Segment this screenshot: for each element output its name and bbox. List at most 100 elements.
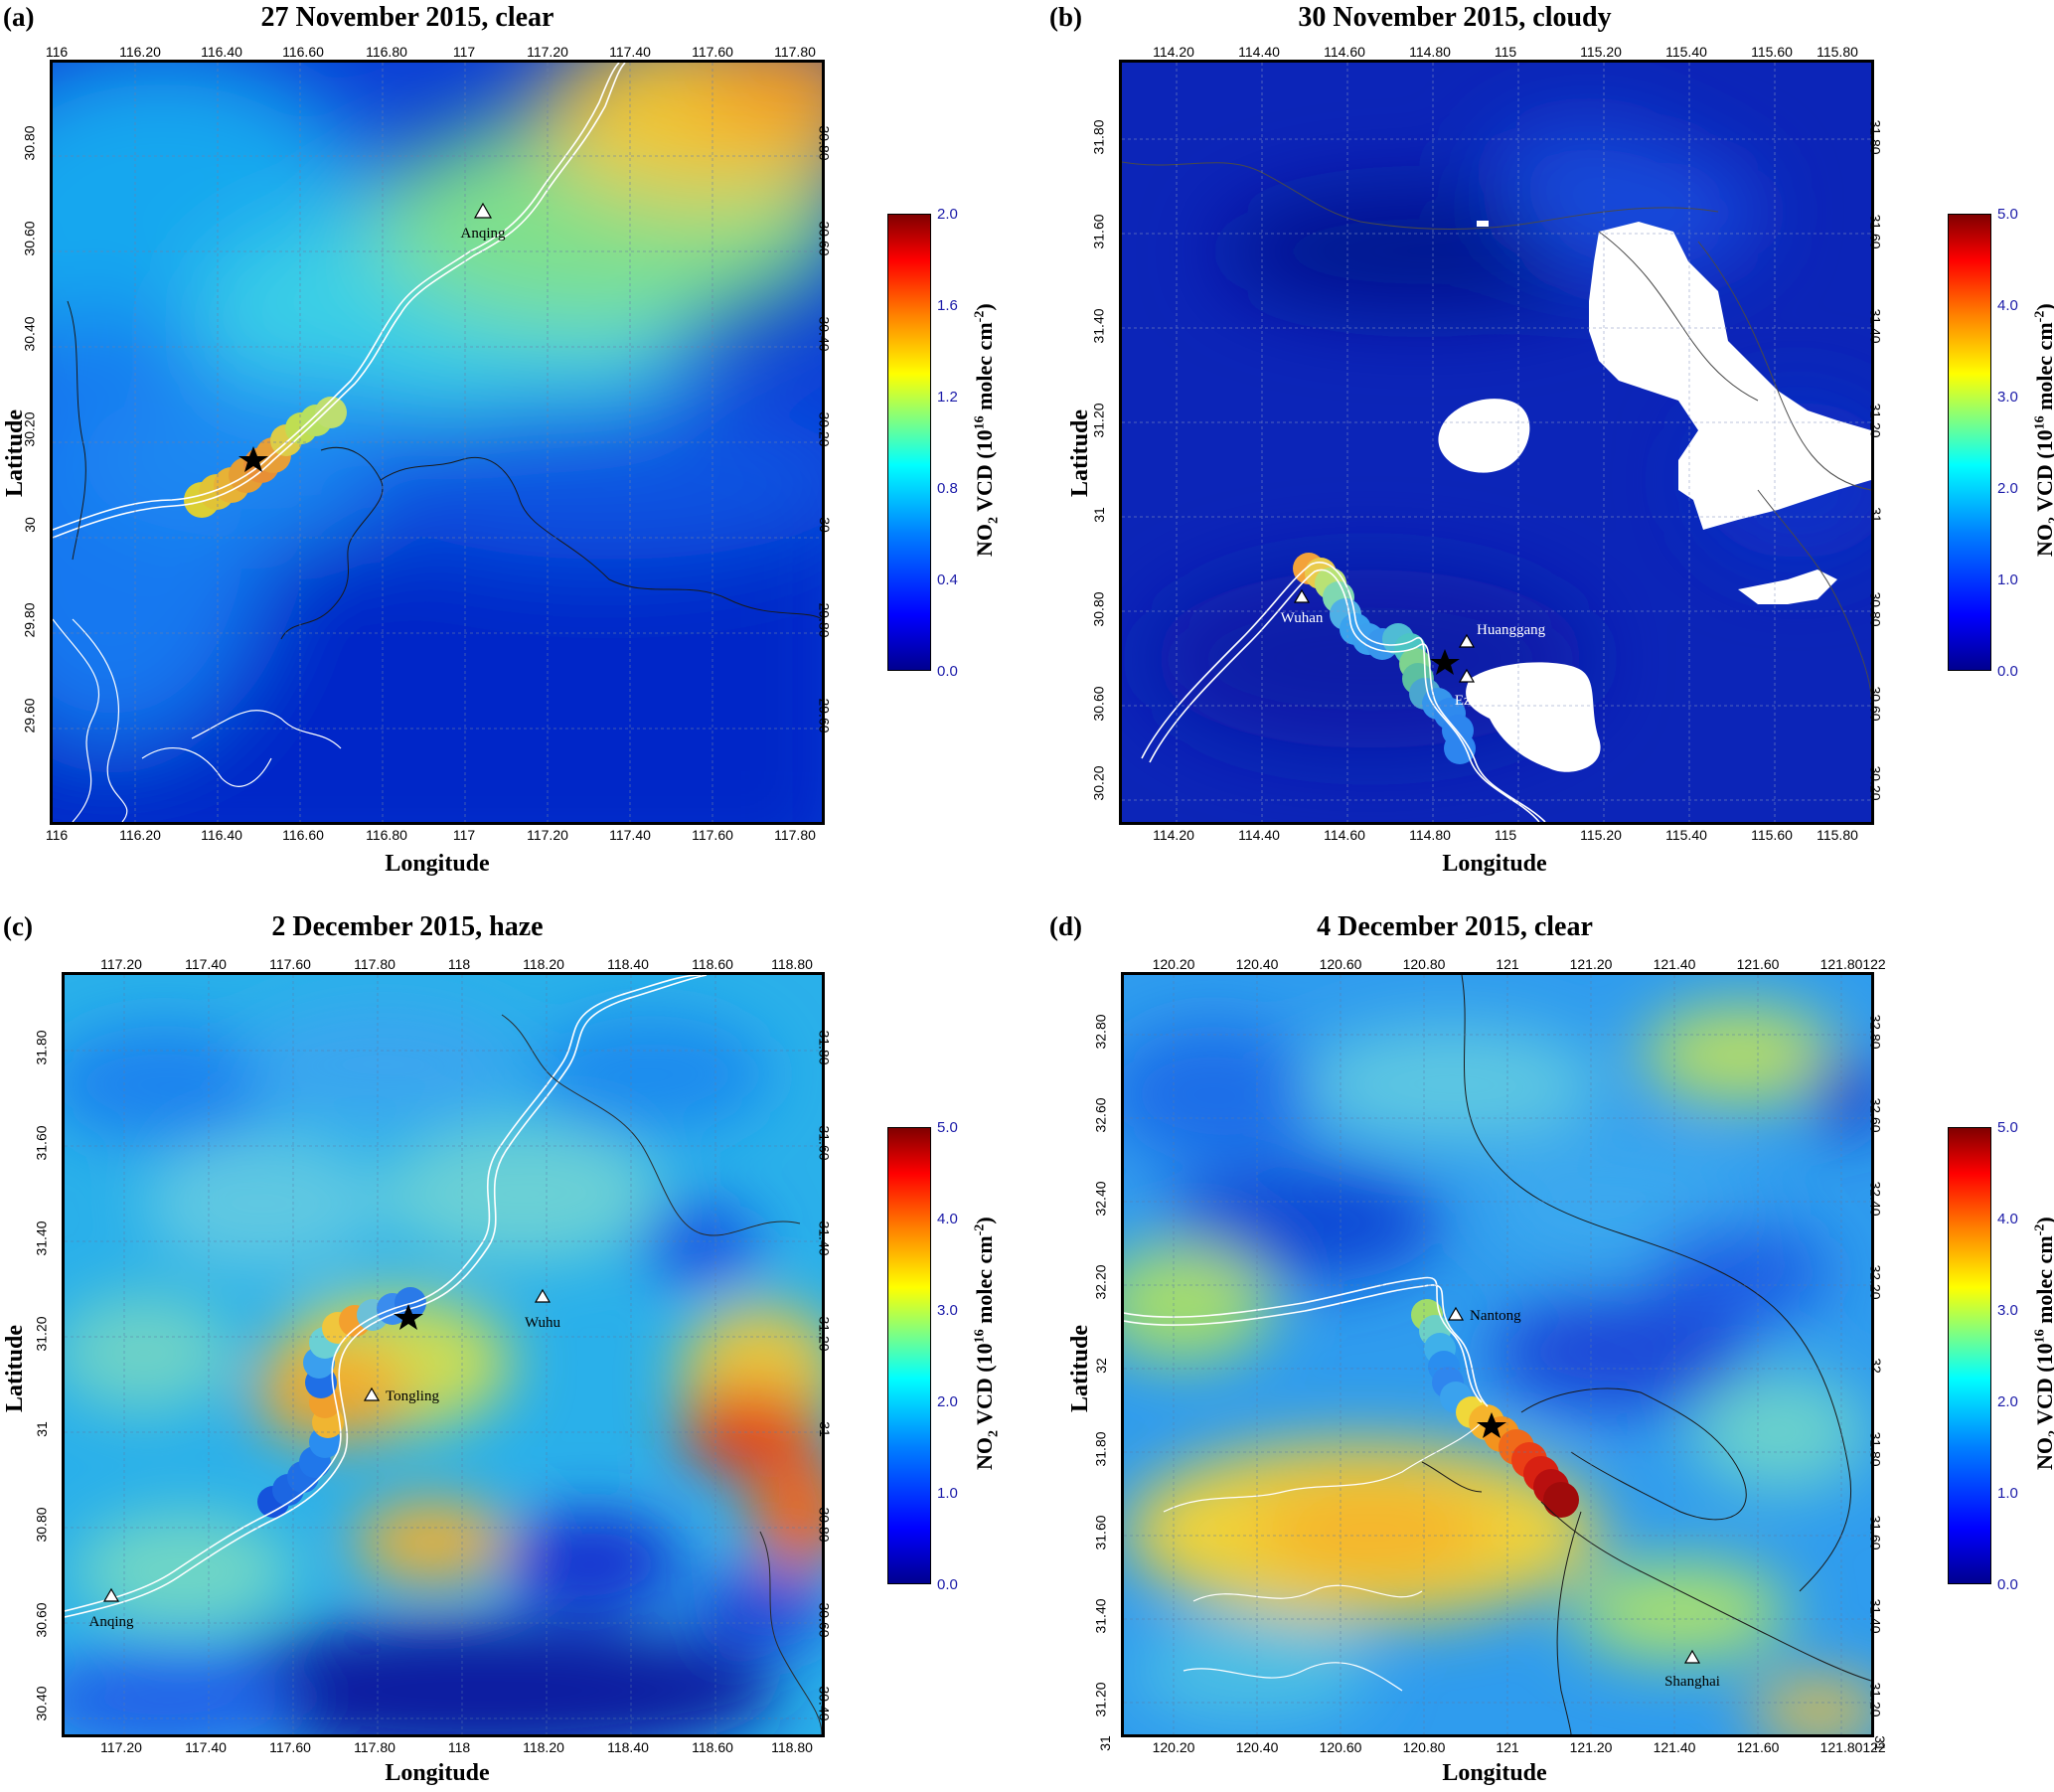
x-tick: 121 — [1496, 956, 1519, 972]
x-tick: 114.40 — [1238, 827, 1280, 843]
y-tick: 31 — [1096, 1735, 1113, 1751]
y-tick: 30.40 — [816, 1686, 833, 1721]
x-tick: 116.40 — [201, 827, 242, 843]
x-tick: 115.80 — [1817, 44, 1858, 60]
colorbar-tick: 2.0 — [937, 206, 958, 223]
city-marker-anqing: Anqing — [89, 1587, 134, 1630]
y-axis-label: Latitude — [1067, 1324, 1093, 1412]
y-tick: 31.20 — [816, 1316, 833, 1352]
x-tick: 117.60 — [692, 44, 733, 60]
x-tick: 117.40 — [185, 956, 227, 972]
colorbar-tick: 5.0 — [1997, 1119, 2018, 1136]
y-tick: 31.80 — [1090, 119, 1107, 155]
y-tick: 31.80 — [1092, 1431, 1109, 1467]
river — [53, 63, 626, 822]
colorbar-tick: 4.0 — [1997, 297, 2018, 314]
x-tick: 117.60 — [269, 956, 311, 972]
y-tick: 30 — [21, 517, 38, 533]
y-tick: 31.60 — [1090, 214, 1107, 249]
x-tick: 120.60 — [1319, 956, 1362, 972]
x-tick: 114.20 — [1153, 827, 1194, 843]
y-tick: 31.40 — [816, 1221, 833, 1256]
x-tick: 120.40 — [1235, 956, 1279, 972]
x-tick: 117.80 — [774, 827, 816, 843]
x-tick: 118.60 — [692, 956, 733, 972]
colorbar-tick: 5.0 — [1997, 206, 2018, 223]
x-tick: 122 — [1862, 956, 1886, 972]
colorbar-tick: 4.0 — [937, 1211, 958, 1227]
panel-title: 27 November 2015, clear — [260, 2, 554, 33]
river — [1141, 562, 1546, 822]
x-tick: 114.60 — [1324, 44, 1365, 60]
city-marker-anqing: Anqing — [461, 202, 506, 242]
y-tick: 31.20 — [33, 1316, 50, 1352]
colorbar-tick: 4.0 — [1997, 1211, 2018, 1227]
city-triangle-icon — [1458, 668, 1476, 683]
colorbar — [1948, 214, 1991, 671]
no2-field — [65, 1005, 822, 1734]
x-tick: 117.20 — [100, 1739, 142, 1755]
panel-b: (b) 30 November 2015, cloudy — [1027, 0, 2054, 896]
border — [1421, 975, 1871, 1734]
y-tick: 30.60 — [21, 221, 38, 256]
x-tick: 121.20 — [1569, 1739, 1613, 1755]
city-label: Nantong — [1470, 1308, 1521, 1324]
y-tick: 30.80 — [816, 125, 833, 161]
y-tick: 32 — [1092, 1358, 1109, 1374]
city-marker-wuhan: Wuhan — [1281, 588, 1324, 626]
x-tick: 114.20 — [1153, 44, 1194, 60]
x-tick: 114.80 — [1409, 827, 1451, 843]
colorbar-tick: 1.2 — [937, 389, 958, 406]
city-triangle-icon — [1458, 633, 1476, 648]
y-tick: 31 — [1867, 507, 1884, 523]
y-tick: 31.80 — [816, 1030, 833, 1065]
colorbar — [887, 1127, 931, 1584]
y-tick: 30.20 — [816, 411, 833, 447]
city-marker-tongling: Tongling — [363, 1386, 439, 1404]
x-tick: 116.60 — [282, 827, 324, 843]
x-tick: 120.20 — [1152, 1739, 1195, 1755]
x-tick: 118 — [447, 956, 471, 972]
y-tick: 31.80 — [33, 1030, 50, 1065]
y-tick: 30.80 — [1867, 591, 1884, 627]
y-tick: 30.40 — [816, 316, 833, 352]
city-triangle-icon — [102, 1587, 120, 1602]
gridlines — [53, 63, 822, 822]
x-tick: 117.60 — [269, 1739, 311, 1755]
panel-title: 4 December 2015, clear — [1317, 911, 1593, 942]
colorbar-tick: 0.0 — [1997, 1576, 2018, 1593]
y-tick: 31 — [1090, 507, 1107, 523]
x-tick: 115.60 — [1751, 44, 1793, 60]
no2-map: Wuhu Tongling Anqing — [62, 972, 825, 1737]
y-tick: 32.40 — [1867, 1181, 1884, 1217]
no2-map: Wuhan Huanggang Ezhou — [1119, 60, 1874, 825]
city-triangle-icon — [1293, 588, 1311, 603]
y-tick: 32 — [1867, 1358, 1884, 1374]
measurement-star — [394, 1304, 423, 1330]
city-triangle-icon — [534, 1288, 552, 1303]
x-tick: 121.80 — [1819, 956, 1863, 972]
y-tick: 30.60 — [816, 1602, 833, 1638]
colorbar-tick: 3.0 — [1997, 389, 2018, 406]
x-tick: 117.80 — [354, 956, 395, 972]
x-tick: 117.40 — [609, 44, 651, 60]
colorbar-tick: 1.0 — [1997, 1485, 2018, 1502]
y-tick: 30.80 — [816, 1507, 833, 1543]
x-tick: 117.20 — [527, 44, 568, 60]
no2-map: Nantong Shanghai — [1121, 972, 1874, 1737]
x-tick: 114.80 — [1409, 44, 1451, 60]
y-tick: 30.60 — [33, 1602, 50, 1638]
x-tick: 120.60 — [1319, 1739, 1362, 1755]
y-tick: 29.80 — [816, 602, 833, 638]
no2-field — [53, 63, 822, 822]
colorbar-tick: 0.0 — [1997, 663, 2018, 680]
city-label: Huanggang — [1477, 622, 1546, 638]
x-tick: 116.80 — [366, 827, 407, 843]
colorbar-tick: 1.6 — [937, 297, 958, 314]
city-marker-wuhu: Wuhu — [525, 1288, 561, 1331]
measurement-star — [238, 446, 268, 472]
x-tick: 117.80 — [354, 1739, 395, 1755]
x-tick: 121.60 — [1736, 1739, 1780, 1755]
x-tick: 121.20 — [1569, 956, 1613, 972]
x-tick: 116.20 — [119, 827, 161, 843]
